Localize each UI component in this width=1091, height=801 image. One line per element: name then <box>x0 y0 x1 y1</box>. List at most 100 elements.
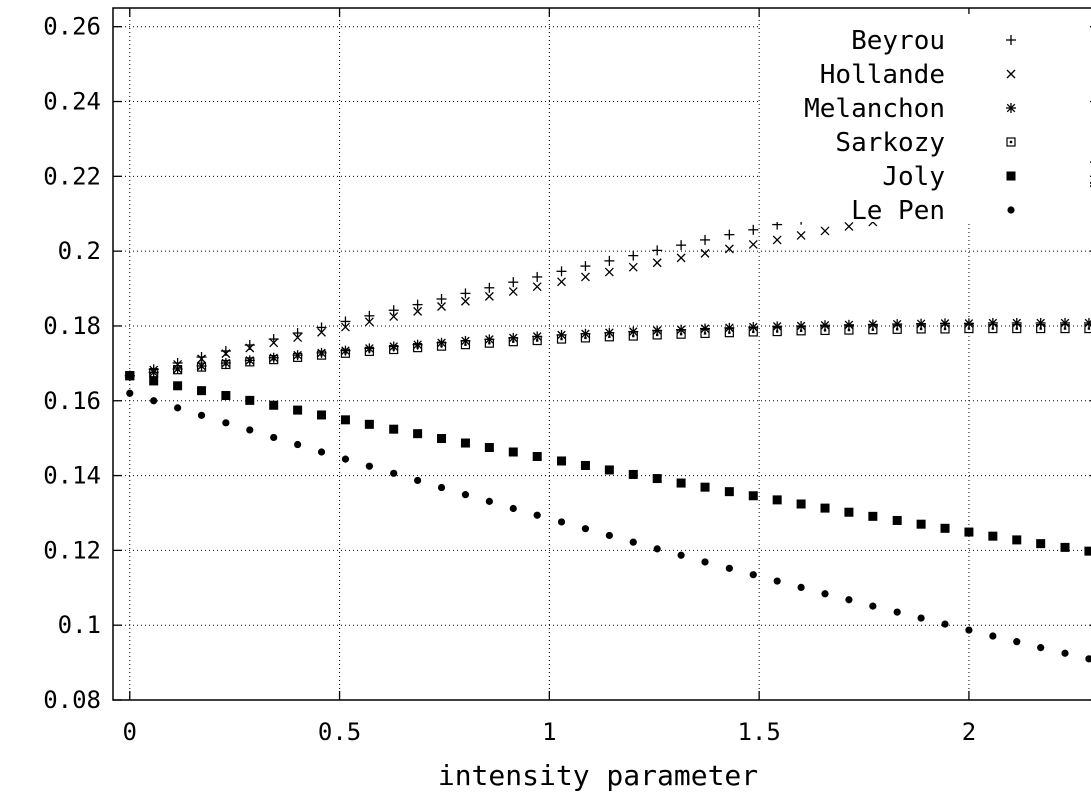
data-point <box>532 451 542 461</box>
legend-item: Sarkozy <box>835 128 1016 158</box>
data-point <box>676 240 687 251</box>
data-point <box>461 491 470 499</box>
data-point <box>150 397 158 405</box>
data-point <box>916 519 926 529</box>
y-tick-label: 0.08 <box>43 686 101 714</box>
y-tick-label: 0.26 <box>43 13 101 41</box>
data-point <box>221 391 231 401</box>
data-point <box>700 234 711 245</box>
data-point <box>1037 644 1045 652</box>
data-point <box>820 503 830 513</box>
data-point <box>197 411 206 419</box>
data-point <box>173 365 183 375</box>
data-point <box>676 478 686 488</box>
data-point <box>748 322 759 333</box>
x-axis-label: intensity parameter <box>438 759 758 792</box>
data-point <box>149 376 159 386</box>
data-point <box>222 419 230 427</box>
data-point <box>628 262 638 272</box>
data-point <box>724 328 734 338</box>
data-point <box>725 564 733 572</box>
data-point <box>364 343 375 354</box>
data-point <box>940 318 951 329</box>
legend-background <box>760 14 1090 222</box>
data-point <box>1085 655 1091 663</box>
data-point <box>245 357 255 367</box>
data-point <box>916 324 926 334</box>
data-point <box>676 329 686 339</box>
data-point <box>388 341 399 352</box>
data-point <box>964 527 974 537</box>
data-point <box>484 443 494 453</box>
data-point <box>221 359 231 370</box>
data-point <box>413 343 423 353</box>
legend-label: Beyrou <box>851 26 945 56</box>
data-point <box>293 405 303 415</box>
data-point <box>820 325 830 336</box>
data-point <box>652 474 662 484</box>
data-point <box>987 317 998 328</box>
data-point <box>700 482 710 492</box>
data-point <box>460 288 471 299</box>
data-point <box>1036 539 1046 549</box>
data-point <box>892 515 902 525</box>
legend-marker <box>1007 206 1015 214</box>
data-point <box>772 326 782 337</box>
data-point <box>749 571 757 579</box>
data-point <box>940 324 950 334</box>
data-point <box>196 362 207 372</box>
series-joly <box>125 371 1091 556</box>
legend-item: Le Pen <box>851 196 1015 226</box>
data-point <box>556 334 567 344</box>
data-point <box>796 326 806 336</box>
data-point <box>605 531 613 540</box>
y-tick-label: 0.24 <box>43 88 101 116</box>
data-point <box>340 348 351 358</box>
x-tick-label: 0 <box>123 718 137 746</box>
data-point <box>364 419 374 429</box>
data-point <box>437 483 446 492</box>
data-point <box>460 340 471 350</box>
data-point <box>293 333 303 343</box>
data-point <box>1012 323 1022 334</box>
data-point <box>843 319 854 330</box>
data-point <box>197 354 206 364</box>
data-point <box>653 545 661 553</box>
data-point <box>197 386 207 396</box>
data-point <box>700 248 710 258</box>
data-point <box>772 495 782 505</box>
data-point <box>701 558 709 566</box>
data-point <box>316 322 327 333</box>
data-point <box>389 344 399 355</box>
data-point <box>317 448 326 456</box>
data-point <box>748 224 759 235</box>
data-point <box>414 476 422 485</box>
data-point <box>652 245 663 256</box>
data-point <box>316 347 327 358</box>
data-point <box>580 272 590 282</box>
data-point <box>676 253 686 263</box>
y-tick-label: 0.12 <box>43 536 101 564</box>
data-point <box>820 226 830 236</box>
data-point <box>1083 317 1091 328</box>
data-points <box>124 157 1091 663</box>
legend-marker <box>1006 69 1016 79</box>
data-point <box>437 434 447 444</box>
data-point <box>748 491 758 501</box>
data-point <box>1061 649 1069 657</box>
data-point <box>316 350 327 360</box>
data-point <box>364 346 374 356</box>
data-point <box>845 596 853 604</box>
data-point <box>652 330 662 340</box>
data-point <box>1060 323 1070 334</box>
data-point <box>364 310 375 321</box>
y-tick-label: 0.14 <box>43 462 101 490</box>
legend-label: Sarkozy <box>835 128 945 158</box>
axis-ticks: 0.08 0.1 0.12 0.14 0.16 0.18 0.2 0.22 0.24 0.26 0 0… <box>43 8 1091 746</box>
data-point <box>988 323 998 334</box>
data-point <box>892 324 902 334</box>
data-point <box>989 632 997 640</box>
data-point <box>580 460 590 470</box>
data-point <box>340 415 350 425</box>
